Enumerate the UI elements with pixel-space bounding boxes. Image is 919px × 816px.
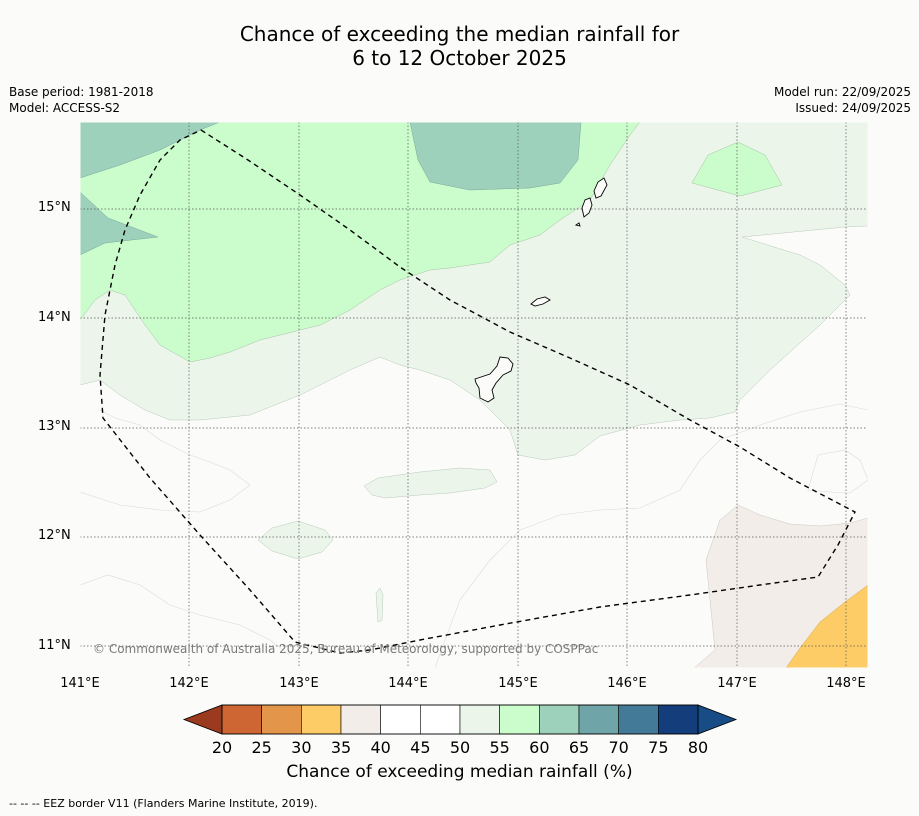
aguijan-island [574, 222, 581, 227]
rainfall-map [80, 122, 868, 668]
colorbar-over-arrow [697, 704, 738, 735]
colorbar-tick-70: 70 [608, 738, 629, 757]
meta-right: Model run: 22/09/2025 Issued: 24/09/2025 [774, 84, 911, 116]
colorbar-tick-55: 55 [489, 738, 510, 757]
colorbar-cell-70-75 [618, 704, 659, 735]
region-35-40 [785, 584, 868, 668]
region-55-60-patch-c [375, 587, 384, 623]
colorbar-cell-65-70 [578, 704, 619, 735]
colorbar-tick-50: 50 [449, 738, 471, 757]
colorbar-tick-45: 45 [410, 738, 431, 757]
issued-date: Issued: 24/09/2025 [795, 101, 911, 115]
colorbar-cell-45-50 [420, 704, 461, 735]
colorbar-tick-20: 20 [211, 738, 233, 757]
colorbar-cell-50-55 [459, 704, 500, 735]
colorbar-cell-40-45 [380, 704, 421, 735]
guam-island [474, 356, 514, 403]
region-65-70-c [409, 122, 582, 191]
model-run: Model run: 22/09/2025 [773, 85, 911, 99]
colorbar-cell-75-80 [658, 704, 699, 735]
graticule [80, 122, 868, 668]
lon-label-148: 148°E [826, 676, 866, 691]
colorbar-cell-35-40 [340, 704, 381, 735]
title-line-1: Chance of exceeding the median rainfall … [239, 22, 680, 46]
lon-label-147: 147°E [717, 676, 757, 691]
eez-legend: -- -- -- EEZ border V11 (Flanders Marine… [9, 797, 318, 810]
lat-label-12: 12°N [38, 528, 71, 543]
rota-island [530, 296, 551, 307]
colorbar-cell-25-30 [261, 704, 302, 735]
tinian-island [581, 197, 593, 218]
base-period: Base period: 1981-2018 [9, 85, 154, 99]
colorbar-tick-40: 40 [370, 738, 391, 757]
lat-label-15: 15°N [38, 200, 71, 215]
lon-label-141: 141°E [60, 676, 100, 691]
colorbar-tick-60: 60 [529, 738, 550, 757]
lat-label-14: 14°N [38, 310, 71, 325]
contour-lines [80, 403, 868, 668]
lon-label-146: 146°E [607, 676, 647, 691]
colorbar-tick-80: 80 [687, 738, 709, 757]
title-line-2: 6 to 12 October 2025 [352, 46, 567, 70]
lon-label-145: 145°E [498, 676, 538, 691]
colorbar-label: Chance of exceeding median rainfall (%) [286, 762, 633, 782]
eez-border [99, 129, 856, 654]
meta-left: Base period: 1981-2018 Model: ACCESS-S2 [9, 84, 154, 116]
colorbar [182, 704, 738, 735]
copyright-notice: © Commonwealth of Australia 2025, Bureau… [93, 642, 599, 656]
colorbar-tick-25: 25 [251, 738, 272, 757]
colorbar-cell-20-25 [221, 704, 262, 735]
colorbar-tick-30: 30 [291, 738, 312, 757]
lon-label-143: 143°E [279, 676, 319, 691]
colorbar-tick-65: 65 [568, 738, 590, 757]
colorbar-tick-75: 75 [648, 738, 669, 757]
lon-label-144: 144°E [388, 676, 428, 691]
lon-label-142: 142°E [169, 676, 209, 691]
colorbar-cell-60-65 [539, 704, 580, 735]
colorbar-cell-30-35 [301, 704, 342, 735]
lat-label-11: 11°N [38, 638, 71, 653]
lat-label-13: 13°N [38, 419, 71, 434]
colorbar-tick-35: 35 [330, 738, 352, 757]
region-55-60-patch-b [257, 520, 334, 560]
model-name: Model: ACCESS-S2 [9, 101, 121, 115]
colorbar-under-arrow [182, 704, 223, 735]
map-title: Chance of exceeding the median rainfall … [0, 22, 919, 70]
region-55-60-patch-a [363, 467, 498, 499]
saipan-island [593, 177, 608, 199]
region-65-70-a [80, 122, 221, 179]
colorbar-cell-55-60 [499, 704, 540, 735]
region-65-70-b [80, 191, 159, 256]
islands [474, 177, 608, 403]
